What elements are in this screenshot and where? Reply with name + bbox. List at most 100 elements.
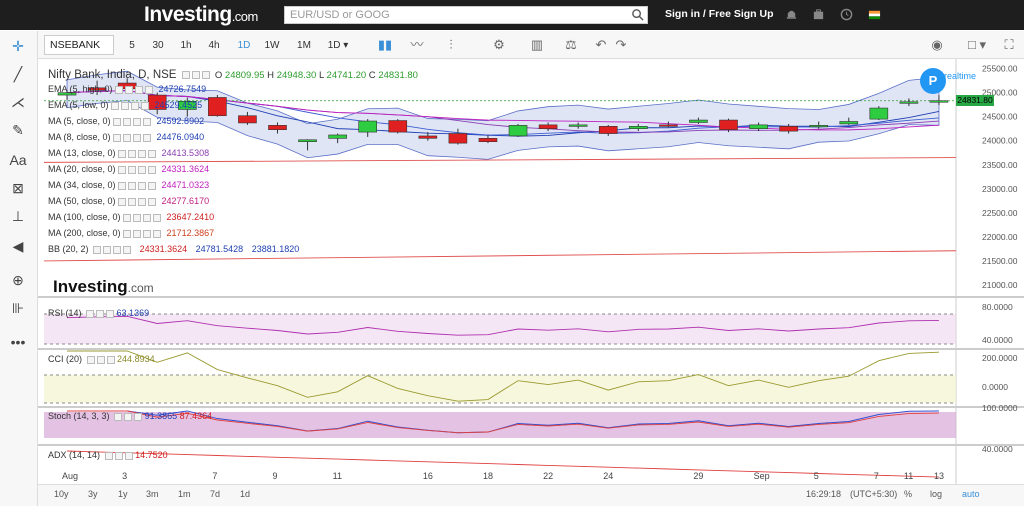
fullscreen-icon[interactable]: ⛶ [1004, 37, 1014, 52]
rsi-tick: 40.0000 [982, 335, 1013, 345]
bb-label: BB (20, 2) [48, 244, 89, 254]
x-tick-label: 11 [333, 471, 342, 481]
percent-toggle[interactable]: % [904, 489, 913, 499]
candle-body [87, 87, 107, 91]
x-tick-label: 24 [603, 471, 613, 481]
chart-canvas[interactable]: 25500.00 25000.00 24500.00 24000.00 23500.00… [38, 59, 1024, 484]
fib-icon[interactable]: ⋌ [11, 94, 25, 110]
x-tick-label: 22 [543, 471, 553, 481]
x-tick-label: 18 [483, 471, 493, 481]
indicator-label: MA (8, close, 0) [48, 132, 111, 142]
timeframe-1w[interactable]: 1W [264, 40, 280, 51]
portfolio-icon[interactable] [812, 8, 825, 21]
timeframe-4h[interactable]: 4h [208, 40, 220, 51]
logo-suffix: .com [231, 9, 259, 24]
indicator-legend-row: MA (13, close, 0) 24413.5308 [48, 148, 209, 158]
candle-body [929, 100, 949, 103]
indicator-icon[interactable]: ⫶ [449, 37, 453, 52]
indicator-value: 24529.4525 [154, 100, 203, 110]
realtime-badge[interactable]: P [920, 68, 946, 94]
cci-label: CCI (20) [48, 354, 83, 364]
clock-icon[interactable] [840, 8, 853, 21]
line-chart-icon[interactable]: 〰 [410, 37, 424, 52]
candle-body [388, 120, 408, 133]
timeframe-1m[interactable]: 1M [297, 40, 311, 51]
signin-link[interactable]: Sign in / Free Sign Up [665, 8, 774, 20]
ohlc-low: 24741.20 [326, 70, 367, 81]
range-3m[interactable]: 3m [146, 489, 159, 499]
bb-upper: 24781.5428 [195, 244, 244, 254]
measure-icon[interactable]: ⊥ [11, 208, 25, 224]
redo-icon[interactable]: ↷ [615, 37, 627, 52]
y-tick-label: 24500.00 [982, 112, 1018, 122]
auto-toggle[interactable]: auto [962, 489, 980, 499]
pattern-icon[interactable]: ⊠ [12, 180, 24, 196]
timeframe-1h[interactable]: 1h [180, 40, 192, 51]
chart-area[interactable]: 25500.00 25000.00 24500.00 24000.00 23500.00… [38, 59, 1024, 506]
candle-body [418, 135, 438, 139]
indicator-label: MA (34, close, 0) [48, 180, 116, 190]
indicator-legend-row: MA (200, close, 0) 21712.3867 [48, 228, 214, 238]
timeframe-30[interactable]: 30 [152, 40, 164, 51]
undo-icon[interactable]: ↶ [595, 37, 607, 52]
settings-gear-icon[interactable]: ⚙ [493, 37, 505, 52]
bars-icon[interactable]: ▥ [530, 37, 544, 52]
indicator-value: 24471.0323 [161, 180, 210, 190]
lock-ruler-icon[interactable]: ⊪ [11, 300, 25, 316]
x-tick-label: 7 [212, 471, 217, 481]
cci-tick: 0.0000 [982, 382, 1008, 392]
search-input[interactable]: EUR/USD or GOOG [284, 6, 648, 24]
zoom-icon[interactable]: ⊕ [12, 272, 24, 288]
indicator-label: MA (5, close, 0) [48, 116, 111, 126]
brush-icon[interactable]: ✎ [12, 122, 24, 138]
interval-select[interactable]: 1D ▾ [327, 40, 349, 51]
indicator-legend-row: MA (20, close, 0) 24331.3624 [48, 164, 209, 174]
bell-icon[interactable] [785, 8, 798, 21]
candle-body [568, 124, 588, 127]
range-10y[interactable]: 10y [54, 489, 69, 499]
search-icon[interactable] [631, 8, 644, 21]
ohlc-high: 24948.30 [276, 70, 317, 81]
compare-icon[interactable]: ⚖ [565, 37, 577, 52]
candle-body [598, 126, 618, 134]
stoch-legend: Stoch (14, 3, 3) 91.3865 87.4364 [48, 411, 212, 421]
x-tick-label: 3 [122, 471, 127, 481]
range-7d[interactable]: 7d [210, 489, 221, 499]
crosshair-icon[interactable]: ✛ [12, 38, 24, 54]
color-select[interactable]: □ ▾ [968, 37, 986, 52]
x-tick-label: Aug [62, 471, 78, 481]
range-1m[interactable]: 1m [178, 489, 191, 499]
symbol-input[interactable]: NSEBANK [44, 35, 114, 55]
indicator-label: MA (200, close, 0) [48, 228, 121, 238]
y-tick-label: 21500.00 [982, 256, 1018, 266]
range-1d[interactable]: 1d [240, 489, 251, 499]
investing-watermark: Investing.com [53, 277, 154, 297]
indicator-value: 21712.3867 [166, 228, 215, 238]
timeframe-5[interactable]: 5 [129, 40, 135, 51]
indicator-legend-row: MA (5, close, 0) 24592.8902 [48, 116, 204, 126]
investing-logo[interactable]: Investing.com [144, 3, 258, 27]
candles-icon[interactable]: ▮▮ [377, 37, 393, 52]
back-arrow-icon[interactable]: ◀ [12, 238, 24, 254]
more-icon[interactable]: ••• [10, 334, 26, 350]
y-tick-label: 23000.00 [982, 184, 1018, 194]
timeframe-1d[interactable]: 1D [237, 40, 251, 51]
current-price-tag: 24831.80 [956, 94, 994, 106]
indicator-legend-row: EMA (5, low, 0) 24529.4525 [48, 100, 202, 110]
watermark-text: Investing [53, 277, 128, 296]
indicator-value: 24592.8902 [156, 116, 205, 126]
log-toggle[interactable]: log [930, 489, 943, 499]
candle-body [268, 125, 287, 130]
text-tool-icon[interactable]: Aa [9, 152, 27, 168]
candle-body [208, 97, 227, 117]
indicator-value: 23647.2410 [166, 212, 215, 222]
timezone[interactable]: (UTC+5:30) [850, 489, 898, 499]
trendline-icon[interactable]: ╱ [13, 66, 23, 82]
x-tick-label: 9 [273, 471, 278, 481]
india-flag-icon[interactable] [868, 8, 881, 21]
candle-body [628, 126, 648, 130]
camera-icon[interactable]: ◉ [931, 37, 943, 52]
range-3y[interactable]: 3y [88, 489, 98, 499]
cci-band [44, 375, 956, 403]
range-1y[interactable]: 1y [118, 489, 128, 499]
